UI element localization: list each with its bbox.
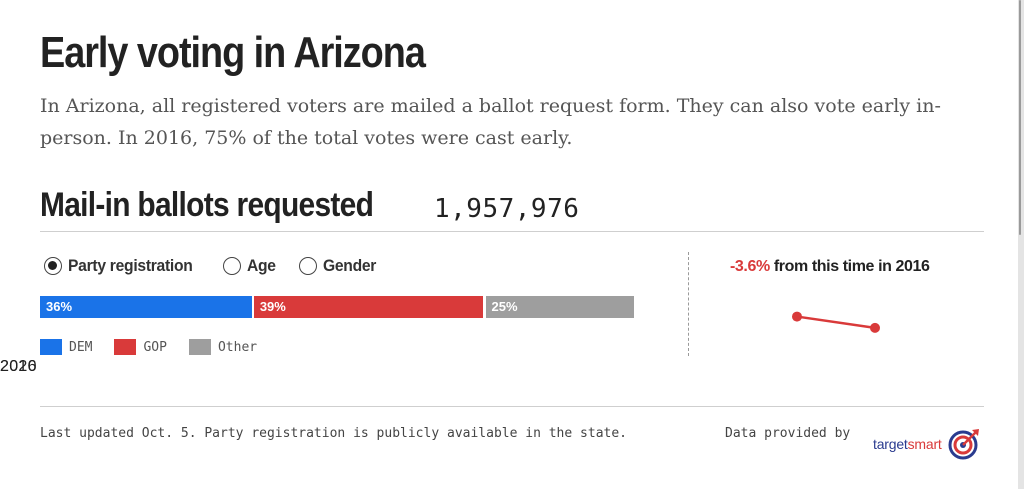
radio-label: Party registration xyxy=(68,256,193,275)
legend-item-other: Other xyxy=(188,339,258,355)
legend-swatch-other xyxy=(188,339,211,355)
legend-label: DEM xyxy=(69,339,93,355)
trend-point-2020 xyxy=(870,322,880,333)
legend-label: GOP xyxy=(143,339,167,355)
chart-legend: DEM GOP Other xyxy=(40,339,279,355)
trend-x-label-2016: 2016 xyxy=(0,358,37,375)
bar-segment-gop: 39% xyxy=(253,296,484,318)
legend-swatch-gop xyxy=(114,339,137,355)
targetsmart-logo[interactable]: targetsmart xyxy=(873,428,980,460)
radio-party-registration[interactable]: Party registration xyxy=(44,256,203,276)
brand-wordmark: targetsmart xyxy=(873,436,942,452)
ballots-total: 1,957,976 xyxy=(434,194,580,224)
legend-swatch-dem xyxy=(40,339,62,355)
legend-item-gop: GOP xyxy=(114,339,167,355)
brand-part-smart: smart xyxy=(907,436,942,452)
trend-point-2016 xyxy=(792,311,802,322)
trend-chart xyxy=(792,311,880,333)
radio-gender[interactable]: Gender xyxy=(298,256,381,276)
party-stacked-bar: 36% 39% 25% xyxy=(40,296,634,318)
radio-unselected-icon xyxy=(298,257,317,275)
radio-selected-icon xyxy=(44,257,62,275)
page-title: Early voting in Arizona xyxy=(40,28,426,77)
trend-line xyxy=(796,315,876,330)
radio-age[interactable]: Age xyxy=(223,256,278,276)
section-title: Mail-in ballots requested xyxy=(40,186,374,224)
change-summary: -3.6% from this time in 2016 xyxy=(730,258,930,276)
brand-part-target: target xyxy=(873,436,908,452)
trend-x-label-2020: 2020 xyxy=(0,358,37,375)
bar-segment-dem: 36% xyxy=(40,296,252,318)
scrollbar[interactable] xyxy=(1018,0,1024,489)
intro-text: In Arizona, all registered voters are ma… xyxy=(40,95,941,149)
panel-divider xyxy=(688,252,689,356)
target-icon xyxy=(948,429,979,460)
divider-top xyxy=(40,231,984,232)
change-value: -3.6% xyxy=(730,258,770,275)
radio-label: Age xyxy=(247,256,277,275)
footnote: Last updated Oct. 5. Party registration … xyxy=(40,426,627,441)
section-header: Mail-in ballots requested 1,957,976 xyxy=(40,186,579,225)
legend-label: Other xyxy=(217,339,258,355)
bar-segment-other: 25% xyxy=(485,296,634,318)
legend-item-dem: DEM xyxy=(40,339,92,355)
radio-label: Gender xyxy=(322,256,376,275)
data-provider-label: Data provided by xyxy=(725,426,851,441)
divider-bottom xyxy=(40,406,984,407)
radio-unselected-icon xyxy=(223,257,242,275)
breakdown-selector: Party registration Age Gender xyxy=(44,256,400,276)
change-text: from this time in 2016 xyxy=(773,258,930,275)
